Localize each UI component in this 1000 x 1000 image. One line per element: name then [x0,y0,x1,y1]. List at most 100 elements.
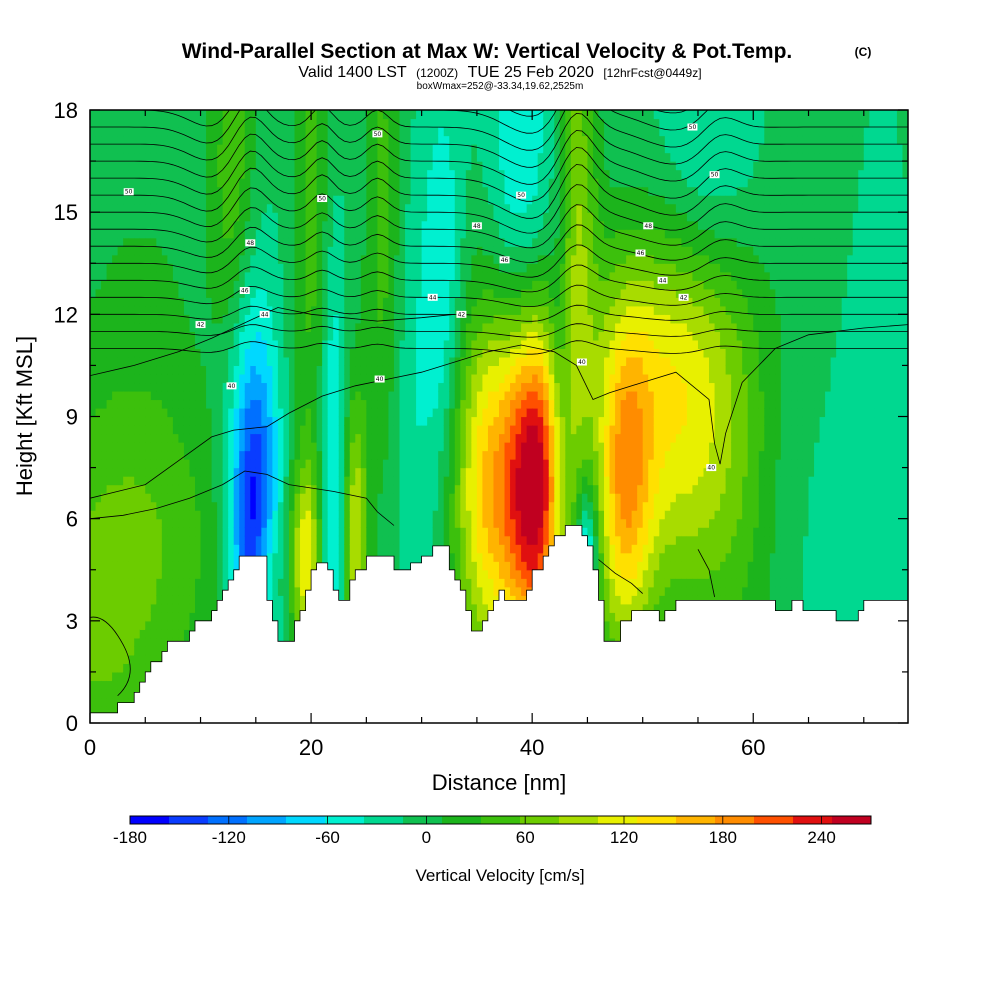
velocity-cell [139,246,146,256]
velocity-cell [300,544,307,554]
velocity-cell [128,365,135,375]
velocity-cell [405,518,412,528]
velocity-cell [134,527,141,537]
velocity-cell [294,288,301,298]
velocity-cell [443,373,450,384]
velocity-cell [211,186,218,196]
velocity-cell [217,476,224,486]
velocity-cell [316,314,323,324]
velocity-cell [145,212,152,222]
velocity-cell [217,399,224,409]
velocity-cell [233,220,240,230]
velocity-cell [327,144,334,154]
velocity-cell [222,118,229,128]
velocity-cell [167,450,174,460]
velocity-cell [399,416,406,426]
velocity-cell [161,510,168,520]
velocity-cell [255,425,262,435]
velocity-cell [393,331,401,341]
velocity-cell [255,246,262,256]
velocity-cell [112,603,119,613]
velocity-cell [449,288,456,298]
velocity-cell [261,254,268,264]
velocity-cell [206,186,213,196]
velocity-cell [266,382,273,392]
velocity-cell [217,144,224,154]
velocity-cell [101,280,108,290]
velocity-cell [150,382,157,392]
velocity-cell [283,152,290,162]
velocity-cell [112,510,119,520]
velocity-cell [195,339,202,349]
velocity-cell [288,280,296,290]
velocity-cell [322,527,329,537]
velocity-cell [432,365,439,375]
velocity-cell [172,246,180,256]
velocity-cell [432,152,439,162]
velocity-cell [338,407,345,418]
velocity-cell [438,246,445,256]
velocity-cell [438,331,445,341]
velocity-cell [438,322,445,332]
velocity-cell [139,493,146,503]
velocity-cell [283,135,290,145]
velocity-cell [261,501,268,511]
velocity-cell [405,544,412,554]
velocity-cell [344,254,351,264]
velocity-cell [211,365,218,375]
velocity-cell [449,169,456,179]
velocity-cell [150,518,157,528]
velocity-cell [344,518,351,528]
velocity-cell [443,254,450,264]
velocity-cell [405,118,412,128]
velocity-cell [90,322,97,332]
velocity-cell [454,169,461,179]
velocity-cell [233,476,240,486]
velocity-cell [112,254,119,264]
velocity-cell [393,382,401,392]
velocity-cell [338,476,345,486]
velocity-cell [217,493,224,503]
velocity-cell [416,178,423,188]
subtitle-valid: Valid 1400 LST [298,64,406,81]
velocity-cell [305,544,312,554]
velocity-cell [178,569,185,579]
velocity-cell [272,263,279,273]
velocity-cell [338,484,345,494]
velocity-cell [427,288,434,298]
velocity-cell [360,544,367,554]
velocity-cell [338,127,345,137]
velocity-cell [117,637,124,647]
velocity-cell [382,407,390,418]
velocity-cell [460,144,467,154]
velocity-cell [172,288,180,298]
velocity-cell [95,663,102,673]
velocity-cell [460,535,467,545]
velocity-cell [311,561,318,571]
velocity-cell [167,365,174,375]
velocity-cell [454,459,461,469]
velocity-cell [349,297,356,307]
velocity-cell [139,476,146,486]
velocity-cell [338,212,345,222]
velocity-cell [421,339,428,349]
velocity-cell [465,450,472,460]
velocity-cell [338,493,345,503]
velocity-cell [167,314,174,324]
velocity-cell [101,433,108,443]
velocity-cell [316,339,323,349]
velocity-cell [156,552,163,562]
velocity-cell [101,322,108,332]
velocity-cell [283,425,290,435]
velocity-cell [189,220,196,230]
velocity-cell [311,203,318,213]
velocity-cell [183,399,191,409]
velocity-cell [349,510,356,520]
velocity-cell [443,152,450,162]
velocity-cell [172,263,180,273]
velocity-cell [355,365,362,375]
velocity-cell [355,246,362,256]
velocity-cell [443,467,450,477]
velocity-cell [167,467,174,477]
velocity-cell [454,373,461,384]
